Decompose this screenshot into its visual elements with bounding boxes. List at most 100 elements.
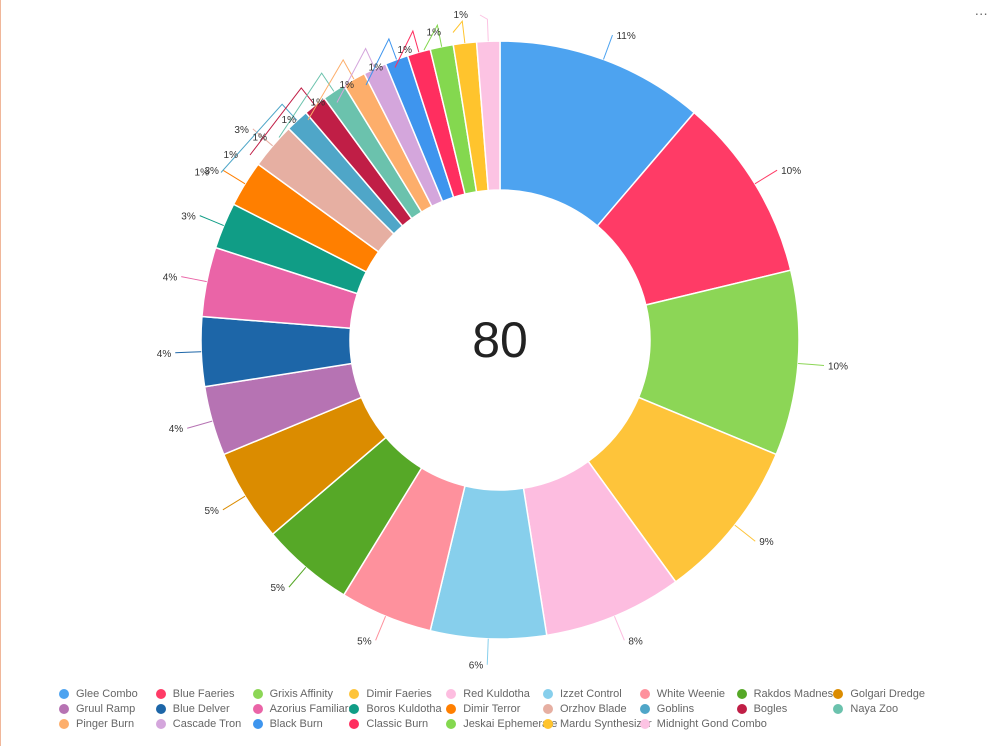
leader-line: [252, 128, 273, 147]
legend-label: Cascade Tron: [172, 717, 242, 730]
leader-line: [798, 362, 825, 366]
percent-labels-group: 11%10%10%9%8%6%5%5%5%4%4%4%3%3%3%1%1%1%1…: [157, 10, 848, 672]
legend-label: Blue Faeries: [172, 687, 235, 700]
legend-item[interactable]: Naya Zoo: [828, 703, 925, 715]
legend-label: Izzet Control: [559, 687, 622, 700]
legend-item[interactable]: Bogles: [732, 703, 829, 715]
percent-label: 10%: [828, 361, 848, 372]
legend-item[interactable]: Jeskai Ephemerate: [441, 718, 557, 730]
leader-line: [603, 34, 613, 60]
legend-swatch-icon: [542, 688, 553, 699]
leader-line: [336, 47, 376, 103]
legend-label: Naya Zoo: [850, 702, 899, 715]
leader-line: [375, 616, 387, 641]
percent-label: 1%: [311, 98, 326, 109]
legend-swatch-icon: [349, 718, 360, 729]
legend-swatch-icon: [59, 703, 69, 714]
percent-label: 1%: [427, 28, 442, 39]
legend-swatch-icon: [349, 703, 360, 714]
legend-item[interactable]: Azorius Familiars: [248, 703, 354, 715]
legend-label: Boros Kuldotha: [366, 702, 442, 715]
legend-label: Classic Burn: [366, 717, 429, 730]
percent-label: 1%: [454, 10, 469, 21]
percent-label: 1%: [253, 133, 268, 144]
legend-item[interactable]: White Weenie: [635, 688, 732, 700]
leader-line: [187, 420, 213, 429]
legend-swatch-icon: [59, 688, 69, 699]
legend: Glee Combo Blue Faeries Grixis Affinity Dim…: [54, 686, 954, 731]
legend-swatch-icon: [446, 703, 457, 714]
legend-item[interactable]: Glee Combo: [54, 688, 151, 700]
legend-item[interactable]: Dimir Terror: [441, 703, 538, 715]
legend-label: Black Burn: [269, 717, 323, 730]
legend-swatch-icon: [252, 688, 263, 699]
legend-label: Grixis Affinity: [269, 687, 333, 700]
legend-label: White Weenie: [656, 687, 726, 700]
legend-item[interactable]: Classic Burn: [344, 718, 441, 730]
legend-label: Rakdos Madness: [753, 687, 839, 700]
legend-item[interactable]: Izzet Control: [538, 688, 635, 700]
legend-swatch-icon: [639, 688, 650, 699]
legend-swatch-icon: [155, 703, 166, 714]
leader-line: [734, 524, 756, 542]
percent-label: 10%: [781, 166, 801, 177]
legend-swatch-icon: [736, 703, 747, 714]
leader-line: [220, 103, 298, 173]
percent-label: 4%: [163, 273, 178, 284]
slices-group: [200, 40, 800, 640]
legend-item[interactable]: Dimir Faeries: [344, 688, 441, 700]
legend-item[interactable]: Cascade Tron: [151, 718, 248, 730]
legend-item[interactable]: Black Burn: [248, 718, 345, 730]
legend-row: Glee Combo Blue Faeries Grixis Affinity Dim…: [54, 686, 954, 701]
percent-label: 4%: [169, 424, 184, 435]
legend-item[interactable]: Boros Kuldotha: [344, 702, 442, 715]
legend-label: Golgari Dredge: [850, 687, 925, 700]
leader-line: [307, 58, 355, 121]
legend-item[interactable]: Goblins: [635, 703, 732, 715]
legend-swatch-icon: [542, 718, 553, 729]
legend-label: Midnight Gond Combo: [656, 717, 767, 730]
legend-item[interactable]: Grixis Affinity: [248, 688, 345, 700]
donut-hole: [350, 190, 650, 490]
leader-line: [423, 23, 443, 51]
percent-label: 1%: [195, 168, 210, 179]
legend-label: Red Kuldotha: [463, 687, 530, 700]
legend-swatch-icon: [155, 718, 166, 729]
legend-label: Dimir Terror: [463, 702, 521, 715]
donut-chart: 11%10%10%9%8%6%5%5%5%4%4%4%3%3%3%1%1%1%1…: [157, 10, 848, 672]
leader-line: [479, 14, 489, 42]
leader-line: [222, 495, 246, 511]
percent-label: 11%: [616, 31, 635, 42]
legend-item[interactable]: Golgari Dredge: [828, 688, 925, 700]
legend-item[interactable]: Rakdos Madness: [732, 688, 839, 700]
leader-line: [222, 169, 246, 185]
leader-line: [278, 72, 335, 138]
leader-line: [288, 567, 307, 588]
leader-line: [394, 29, 420, 68]
legend-item[interactable]: Red Kuldotha: [441, 688, 538, 700]
legend-swatch-icon: [639, 703, 650, 714]
percent-label: 3%: [234, 125, 249, 136]
legend-label: Pinger Burn: [76, 717, 135, 730]
legend-item[interactable]: Orzhov Blade: [538, 703, 635, 715]
more-dots-icon[interactable]: ...: [974, 2, 988, 18]
percent-label: 1%: [282, 115, 297, 126]
percent-label: 4%: [157, 349, 172, 360]
legend-item[interactable]: Pinger Burn: [54, 718, 151, 730]
legend-item[interactable]: Gruul Ramp: [54, 703, 151, 715]
percent-label: 1%: [340, 80, 355, 91]
percent-label: 3%: [181, 212, 196, 223]
percent-label: 5%: [357, 636, 372, 647]
percent-label: 5%: [270, 583, 285, 594]
legend-swatch-icon: [59, 718, 69, 729]
legend-swatch-icon: [155, 688, 166, 699]
legend-row: Pinger Burn Cascade Tron Black Burn Classic…: [54, 716, 954, 731]
legend-item[interactable]: Mardu Synthesizer: [538, 718, 652, 730]
leader-line: [452, 20, 466, 44]
legend-label: Orzhov Blade: [559, 702, 627, 715]
legend-item[interactable]: Blue Delver: [151, 703, 248, 715]
legend-swatch-icon: [446, 688, 457, 699]
legend-item[interactable]: Blue Faeries: [151, 688, 248, 700]
legend-item[interactable]: Midnight Gond Combo: [635, 718, 767, 730]
percent-label: 8%: [628, 636, 643, 647]
